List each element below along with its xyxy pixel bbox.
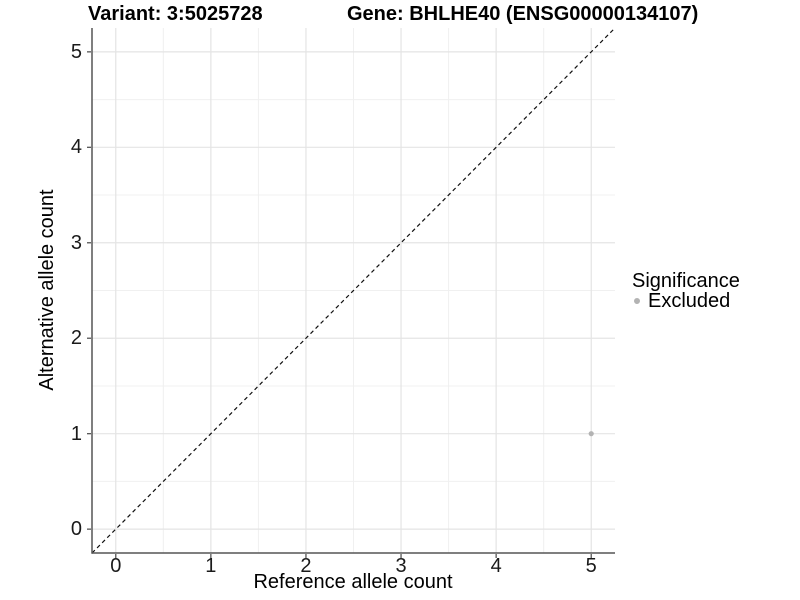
x-tick-label: 2 <box>300 555 312 577</box>
variant-title: Variant: 3:5025728 <box>88 3 263 25</box>
x-tick-label: 3 <box>395 555 407 577</box>
legend-point-icon <box>634 298 640 304</box>
data-point <box>588 431 594 437</box>
x-tick-label: 4 <box>490 555 502 577</box>
x-tick-label: 0 <box>110 555 122 577</box>
identity-line <box>91 27 616 554</box>
y-tick-label: 0 <box>70 518 82 541</box>
legend: Significance Excluded <box>632 271 740 311</box>
x-tick-label: 5 <box>585 555 597 577</box>
gene-title: Gene: BHLHE40 (ENSG00000134107) <box>347 3 699 25</box>
x-axis-title: Reference allele count <box>253 571 453 593</box>
y-tick-label: 5 <box>70 40 82 63</box>
y-tick-label: 4 <box>70 136 82 159</box>
legend-title: Significance <box>632 270 740 292</box>
y-tick-label: 3 <box>70 231 82 254</box>
y-axis-title: Alternative allele count <box>36 189 58 391</box>
y-tick-label: 1 <box>70 422 82 445</box>
x-tick-label: 1 <box>205 555 217 577</box>
legend-item-label: Excluded <box>648 290 731 312</box>
legend-item-excluded: Excluded <box>632 291 740 311</box>
y-tick-label: 2 <box>70 327 82 350</box>
